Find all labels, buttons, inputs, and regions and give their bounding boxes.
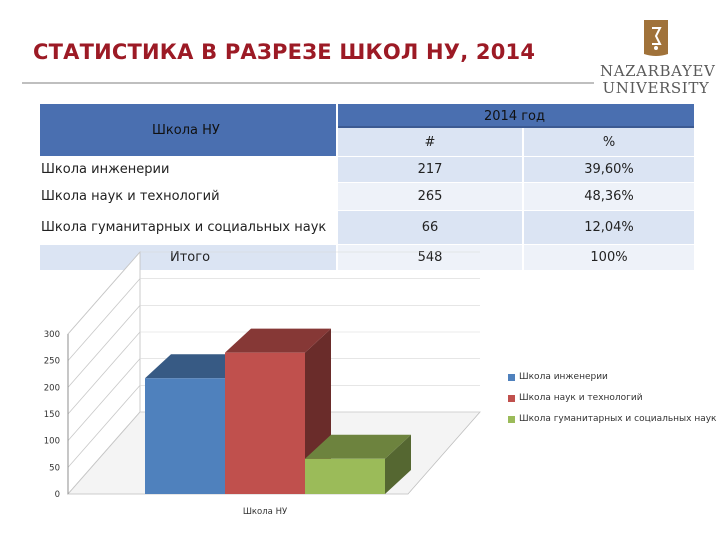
row-bg bbox=[524, 157, 694, 182]
legend-swatch bbox=[508, 374, 515, 381]
gridline bbox=[67, 411, 141, 495]
row-school-name: Школа гуманитарных и социальных наук bbox=[41, 220, 327, 235]
bar-side bbox=[385, 434, 411, 494]
row-count: 265 bbox=[417, 189, 443, 204]
row-percent: 12,04% bbox=[584, 220, 634, 235]
legend-label: Школа наук и технологий bbox=[519, 393, 643, 403]
bar-front bbox=[305, 458, 385, 494]
row-bg bbox=[338, 245, 522, 270]
header-label-school: Школа НУ bbox=[152, 123, 220, 138]
gridline bbox=[67, 331, 141, 415]
header-label-year: 2014 год bbox=[484, 109, 545, 124]
header-label-count: # bbox=[424, 135, 436, 150]
header-cell-school bbox=[40, 104, 336, 156]
bar-3 bbox=[305, 434, 411, 494]
logo-text-line2: UNIVERSITY bbox=[602, 79, 710, 97]
y-tick-label: 100 bbox=[44, 437, 60, 447]
bar-front bbox=[145, 378, 225, 494]
row-count: 217 bbox=[417, 162, 443, 177]
logo-text-line1: NAZARBAYEV bbox=[600, 62, 716, 80]
row-bg bbox=[524, 183, 694, 210]
legend-label: Школа инженерии bbox=[519, 372, 608, 382]
gridline bbox=[67, 358, 141, 441]
legend-label: Школа гуманитарных и социальных наук bbox=[519, 414, 717, 424]
row-bg bbox=[338, 157, 522, 182]
slide-title: СТАТИСТИКА В РАЗРЕЗЕ ШКОЛ НУ, 2014 bbox=[33, 40, 536, 64]
row-percent: 39,60% bbox=[584, 162, 634, 177]
row-bg bbox=[524, 211, 694, 244]
header-divider bbox=[338, 126, 694, 128]
total-percent: 100% bbox=[590, 250, 628, 265]
bar-top bbox=[305, 434, 411, 459]
row-school-name: Школа инженерии bbox=[41, 162, 170, 177]
logo-emblem-icon bbox=[644, 20, 668, 56]
y-tick-label: 250 bbox=[44, 357, 60, 367]
row-bg bbox=[338, 183, 522, 210]
total-label: Итого bbox=[170, 250, 211, 265]
title-divider bbox=[22, 82, 594, 84]
y-tick-label: 300 bbox=[44, 330, 60, 340]
header-label-percent: % bbox=[602, 135, 616, 150]
university-logo: NAZARBAYEV UNIVERSITY bbox=[600, 18, 716, 98]
row-count: 66 bbox=[421, 220, 439, 235]
gridline bbox=[67, 305, 141, 388]
gridline bbox=[67, 385, 141, 468]
row-bg bbox=[524, 245, 694, 270]
x-category-label: Школа НУ bbox=[243, 507, 288, 517]
y-tick-label: 200 bbox=[44, 383, 60, 393]
bar-front bbox=[225, 352, 305, 494]
header-cell-percent bbox=[524, 128, 694, 156]
bar-top bbox=[145, 354, 251, 379]
y-tick-label: 0 bbox=[55, 490, 60, 500]
header-cell-count bbox=[338, 128, 522, 156]
row-bg bbox=[40, 245, 336, 270]
header-cell-year bbox=[338, 104, 694, 128]
gridline bbox=[67, 251, 141, 335]
legend-swatch bbox=[508, 395, 515, 402]
bar-top bbox=[225, 328, 331, 353]
total-count: 548 bbox=[417, 250, 443, 265]
row-school-name: Школа наук и технологий bbox=[41, 189, 220, 204]
y-tick-label: 150 bbox=[44, 410, 60, 420]
y-tick-label: 50 bbox=[49, 463, 60, 473]
row-bg bbox=[338, 211, 522, 244]
legend-swatch bbox=[508, 416, 515, 423]
row-percent: 48,36% bbox=[584, 189, 634, 204]
gridline bbox=[67, 278, 141, 361]
